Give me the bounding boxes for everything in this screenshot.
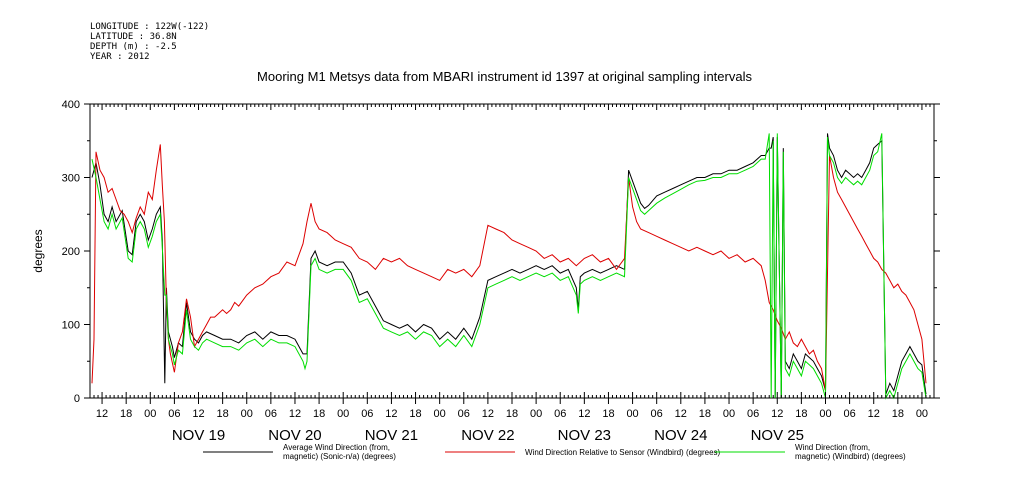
y-tick-label: 400 (62, 99, 80, 111)
x-tick-label: 18 (892, 408, 904, 420)
x-tick-label: 12 (482, 408, 494, 420)
legend-label-3: Wind Direction (from, (795, 443, 870, 452)
x-day-label: NOV 25 (751, 427, 804, 444)
x-tick-label: 00 (241, 408, 253, 420)
legend-label-1-cont: magnetic) (Sonic-n/a) (degrees) (283, 452, 396, 461)
y-tick-label: 200 (62, 246, 80, 258)
axes: 0 100 200 300 400 degrees 12 18 00 06 12 18 00 06 12 18… (31, 99, 940, 444)
series-line-2 (91, 144, 927, 391)
x-tick-label: 06 (554, 408, 566, 420)
y-tick-label: 100 (62, 320, 80, 332)
x-tick-label: 18 (313, 408, 325, 420)
legend-label-2: Wind Direction Relative to Sensor (Windb… (525, 448, 721, 457)
x-tick-label: 12 (771, 408, 783, 420)
x-tick-label: 06 (651, 408, 663, 420)
x-tick-label: 18 (699, 408, 711, 420)
y-axis-label: degrees (31, 229, 45, 272)
meta-depth: DEPTH (m) : -2.5 (90, 42, 177, 52)
x-tick-label: 00 (144, 408, 156, 420)
x-tick-label: 12 (675, 408, 687, 420)
x-tick-label: 00 (434, 408, 446, 420)
x-tick-label: 00 (723, 408, 735, 420)
x-tick-label: 18 (409, 408, 421, 420)
x-tick-label: 12 (192, 408, 204, 420)
x-tick-label: 12 (96, 408, 108, 420)
series-line-1 (91, 133, 927, 399)
meta-year: YEAR : 2012 (90, 52, 150, 62)
x-tick-label: 18 (506, 408, 518, 420)
x-tick-label: 06 (458, 408, 470, 420)
x-day-label: NOV 24 (654, 427, 707, 444)
x-day-label: NOV 23 (558, 427, 611, 444)
x-tick-label: 18 (795, 408, 807, 420)
x-day-label: NOV 21 (365, 427, 418, 444)
x-tick-label: 00 (916, 408, 928, 420)
x-tick-label: 00 (819, 408, 831, 420)
y-tick-label: 300 (62, 173, 80, 185)
x-day-label: NOV 19 (172, 427, 225, 444)
x-tick-label: 00 (337, 408, 349, 420)
x-tick-label: 06 (843, 408, 855, 420)
x-tick-label: 06 (168, 408, 180, 420)
x-tick-label: 00 (530, 408, 542, 420)
x-tick-label: 18 (602, 408, 614, 420)
x-tick-label: 12 (868, 408, 880, 420)
legend: Average Wind Direction (from,magnetic) (… (203, 443, 906, 461)
meta-longitude: LONGITUDE : 122W(-122) (90, 22, 210, 32)
x-tick-label: 06 (265, 408, 277, 420)
series-layer (91, 133, 927, 400)
series-line-3 (91, 133, 927, 400)
x-day-label: NOV 22 (461, 427, 514, 444)
chart-title: Mooring M1 Metsys data from MBARI instru… (257, 69, 752, 84)
meta-latitude: LATITUDE : 36.8N (90, 32, 177, 42)
x-day-label: NOV 20 (268, 427, 321, 444)
x-tick-label: 06 (361, 408, 373, 420)
x-tick-label: 12 (289, 408, 301, 420)
x-tick-label: 12 (578, 408, 590, 420)
plot-frame (89, 103, 935, 399)
metadata-block: LONGITUDE : 122W(-122) LATITUDE : 36.8N … (90, 22, 209, 62)
x-tick-label: 00 (626, 408, 638, 420)
x-tick-label: 06 (747, 408, 759, 420)
legend-label-3-cont: magnetic) (Windbird) (degrees) (795, 452, 906, 461)
y-tick-label: 0 (74, 393, 80, 405)
x-tick-label: 18 (120, 408, 132, 420)
x-tick-label: 12 (385, 408, 397, 420)
legend-label-1: Average Wind Direction (from, (283, 443, 390, 452)
x-tick-label: 18 (217, 408, 229, 420)
plot-border (89, 103, 935, 399)
